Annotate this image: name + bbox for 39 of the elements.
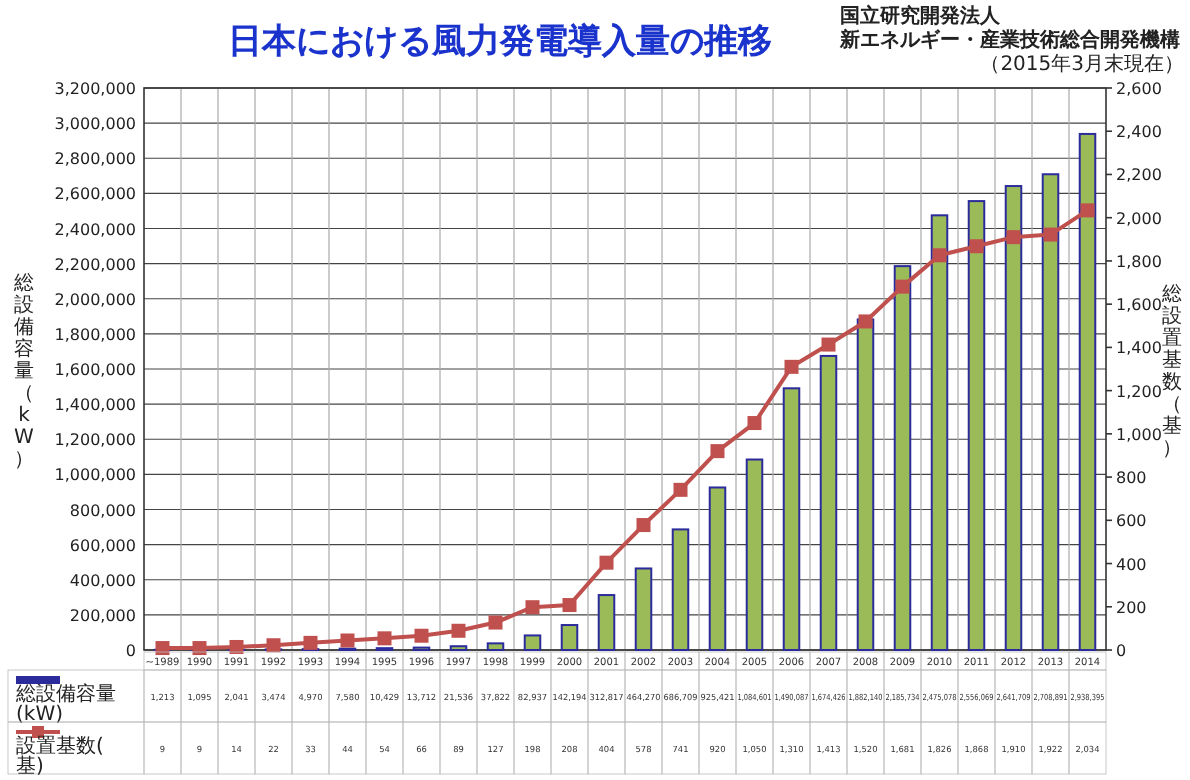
y-tick-label: 1,400,000 — [54, 396, 136, 415]
legend-label: 総設備容量(kW) — [16, 684, 116, 726]
y-tick-label: 400,000 — [69, 571, 136, 590]
y-tick-label: 2,200,000 — [54, 255, 136, 274]
y2-tick-label: 1,600 — [1116, 296, 1162, 315]
y2-tick-label: 1,000 — [1116, 425, 1162, 444]
y-tick-label: 2,400,000 — [54, 220, 136, 239]
y-tick-label: 1,200,000 — [54, 431, 136, 450]
y-tick-label: 2,600,000 — [54, 185, 136, 204]
y-tick-label: 0 — [125, 642, 136, 660]
y2-tick-label: 1,800 — [1116, 252, 1162, 271]
y2-tick-label: 200 — [1116, 598, 1147, 617]
annotation: 新エネルギー・産業技術総合開発機構 — [840, 30, 1180, 52]
y-tick-label: 3,200,000 — [54, 80, 136, 98]
legend-label: 設置基数(基) — [16, 736, 104, 778]
y2-tick-label: 2,400 — [1116, 123, 1162, 142]
y2label: 総設置基数（基） — [1162, 284, 1182, 460]
y2-tick-label: 400 — [1116, 555, 1147, 574]
y2-tick-label: 2,200 — [1116, 166, 1162, 185]
y2-tick-label: 1,200 — [1116, 382, 1162, 401]
y2-tick-label: 0 — [1116, 642, 1127, 660]
y2-tick-label: 2,600 — [1116, 80, 1162, 98]
title: 日本における風力発電導入量の推移 — [228, 22, 772, 62]
y-tick-label: 200,000 — [69, 606, 136, 625]
y2-tick-label: 600 — [1116, 512, 1147, 531]
y2-tick-label: 1,400 — [1116, 339, 1162, 358]
annotation: （2015年3月末現在） — [980, 54, 1184, 76]
y-tick-label: 2,800,000 — [54, 150, 136, 169]
y2-tick-label: 2,000 — [1116, 209, 1162, 228]
y-tick-label: 1,000,000 — [54, 466, 136, 485]
y-tick-label: 3,000,000 — [54, 115, 136, 134]
y-tick-label: 1,800,000 — [54, 325, 136, 344]
y-tick-label: 800,000 — [69, 501, 136, 520]
y2-tick-label: 800 — [1116, 469, 1147, 488]
y-tick-label: 1,600,000 — [54, 361, 136, 379]
y-tick-label: 2,000,000 — [54, 290, 136, 309]
y-tick-label: 600,000 — [69, 536, 136, 555]
ylabel: 総設備容量（kW） — [14, 273, 34, 471]
annotation: 国立研究開発法人 — [840, 6, 1000, 28]
